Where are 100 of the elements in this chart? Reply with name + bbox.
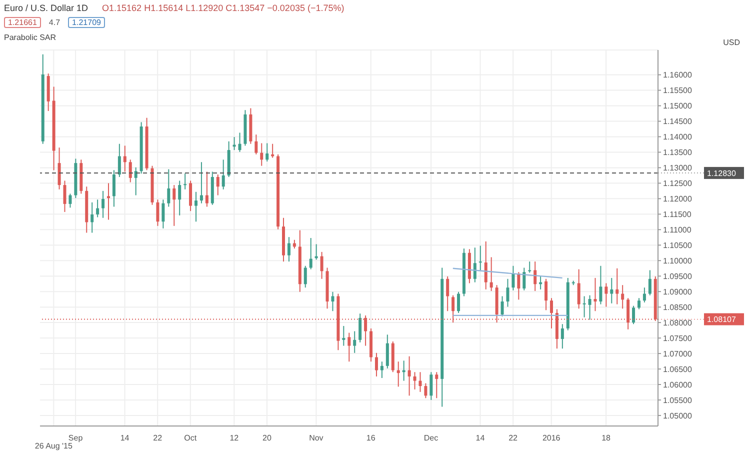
- x-tick-label: Dec: [424, 433, 438, 442]
- candlestick: [58, 147, 61, 190]
- x-tick-label: 16: [366, 433, 376, 442]
- candlestick: [178, 180, 182, 216]
- candlestick: [184, 173, 187, 190]
- ref-line-label: 1.12830: [707, 168, 736, 178]
- text: 1.21709: [68, 17, 105, 28]
- candlestick: [156, 199, 160, 226]
- y-tick-label: 1.08000: [663, 318, 692, 328]
- candlestick: [216, 174, 220, 196]
- candlestick: [348, 332, 351, 362]
- x-tick-label: 14: [120, 433, 130, 442]
- candlestick: [424, 382, 428, 399]
- x-tick-label: Nov: [309, 433, 324, 442]
- y-tick-label: 1.05000: [663, 411, 692, 420]
- candlestick: [287, 236, 290, 262]
- candlestick: [637, 298, 640, 310]
- y-tick-label: 1.15000: [663, 102, 692, 111]
- x-tick-label: 14: [476, 433, 486, 442]
- x-tick-label: 2016: [542, 433, 561, 442]
- candlestick: [446, 276, 450, 312]
- y-tick-label: 1.14000: [663, 132, 692, 142]
- y-tick-label: 1.14500: [663, 117, 692, 126]
- x-tick-label: 26 Aug '15: [34, 441, 74, 450]
- y-tick-label: 1.06000: [663, 380, 692, 390]
- y-tick-label: 1.09000: [663, 287, 692, 296]
- x-tick-label: 20: [262, 433, 272, 442]
- ref-line-label: 1.08107: [707, 315, 736, 324]
- text: 4.7: [48, 18, 62, 27]
- candlestick: [457, 291, 460, 314]
- candlestick: [194, 191, 198, 222]
- candlestick: [304, 265, 307, 288]
- y-tick-label: 1.07000: [663, 349, 692, 358]
- candlestick: [167, 168, 170, 208]
- candlestick: [544, 278, 548, 311]
- y-tick-label: 1.12000: [663, 194, 692, 204]
- candlestick: [134, 166, 138, 196]
- candlestick: [128, 159, 132, 183]
- candlestick: [522, 267, 526, 291]
- y-tick-label: 1.10000: [663, 256, 692, 266]
- x-tick-label: Oct: [184, 433, 198, 442]
- candlestick: [112, 170, 116, 208]
- candlestick: [222, 159, 225, 190]
- candlestick: [500, 296, 504, 317]
- candlestick: [380, 361, 384, 378]
- candlestick: [358, 313, 362, 343]
- x-tick-label: 22: [153, 433, 163, 442]
- candlestick: [435, 372, 438, 399]
- candlestick: [512, 265, 515, 291]
- candlestick: [172, 184, 176, 226]
- x-tick-label: Sep: [68, 433, 84, 442]
- candlestick: [604, 282, 608, 308]
- candlestick: [473, 247, 476, 283]
- candlestick: [331, 291, 334, 312]
- candlestick: [254, 134, 258, 155]
- candlestick: [106, 182, 110, 220]
- y-tick-label: 1.11000: [663, 225, 692, 234]
- y-tick-label: 1.13000: [663, 164, 692, 173]
- candlestick: [123, 145, 126, 172]
- y-tick-label: 1.10500: [663, 240, 692, 250]
- candlestick: [484, 240, 488, 290]
- candlestick: [506, 278, 510, 308]
- x-tick-label: 22: [508, 433, 518, 442]
- candlestick: [260, 142, 264, 166]
- chart-subtitle: O1.15162 H1.15614 L1.12920 C1.13547 −0.02035 (−1.75%): [102, 3, 344, 13]
- candlestick: [560, 324, 564, 350]
- candlestick: [517, 272, 520, 300]
- candlestick: [413, 372, 416, 390]
- candlestick: [408, 356, 411, 396]
- candlestick: [189, 180, 192, 212]
- candlestick: [599, 265, 602, 305]
- candlestick: [162, 199, 165, 229]
- candlestick: [616, 268, 619, 305]
- y-tick-label: 1.06500: [663, 364, 692, 374]
- x-tick-label: 12: [230, 433, 240, 442]
- candlestick: [582, 296, 586, 318]
- y-tick-label: 1.09500: [663, 272, 692, 281]
- candlestick: [648, 270, 652, 296]
- candlestick: [577, 268, 580, 310]
- chart-title: Euro / U.S. Dollar 1D: [4, 3, 88, 13]
- candlestick: [594, 277, 597, 312]
- candlestick: [588, 294, 592, 320]
- candlestick: [238, 132, 242, 152]
- candlestick: [102, 190, 105, 218]
- candlestick: [621, 284, 624, 310]
- candlestick: [396, 361, 400, 388]
- candlestick: [386, 334, 389, 369]
- y-axis-title: USD: [723, 38, 740, 47]
- candlestick: [418, 372, 422, 392]
- candlestick: [430, 372, 433, 400]
- candlestick: [374, 352, 378, 377]
- y-tick-label: 1.13500: [663, 148, 692, 158]
- candlestick: [490, 256, 493, 292]
- candlestick: [642, 287, 646, 303]
- candlestick: [534, 261, 537, 292]
- candlestick: [610, 277, 614, 304]
- candlestick: [342, 325, 346, 346]
- y-tick-label: 1.11500: [663, 210, 692, 219]
- y-tick-label: 1.08500: [663, 302, 692, 312]
- candlestick: [632, 305, 636, 325]
